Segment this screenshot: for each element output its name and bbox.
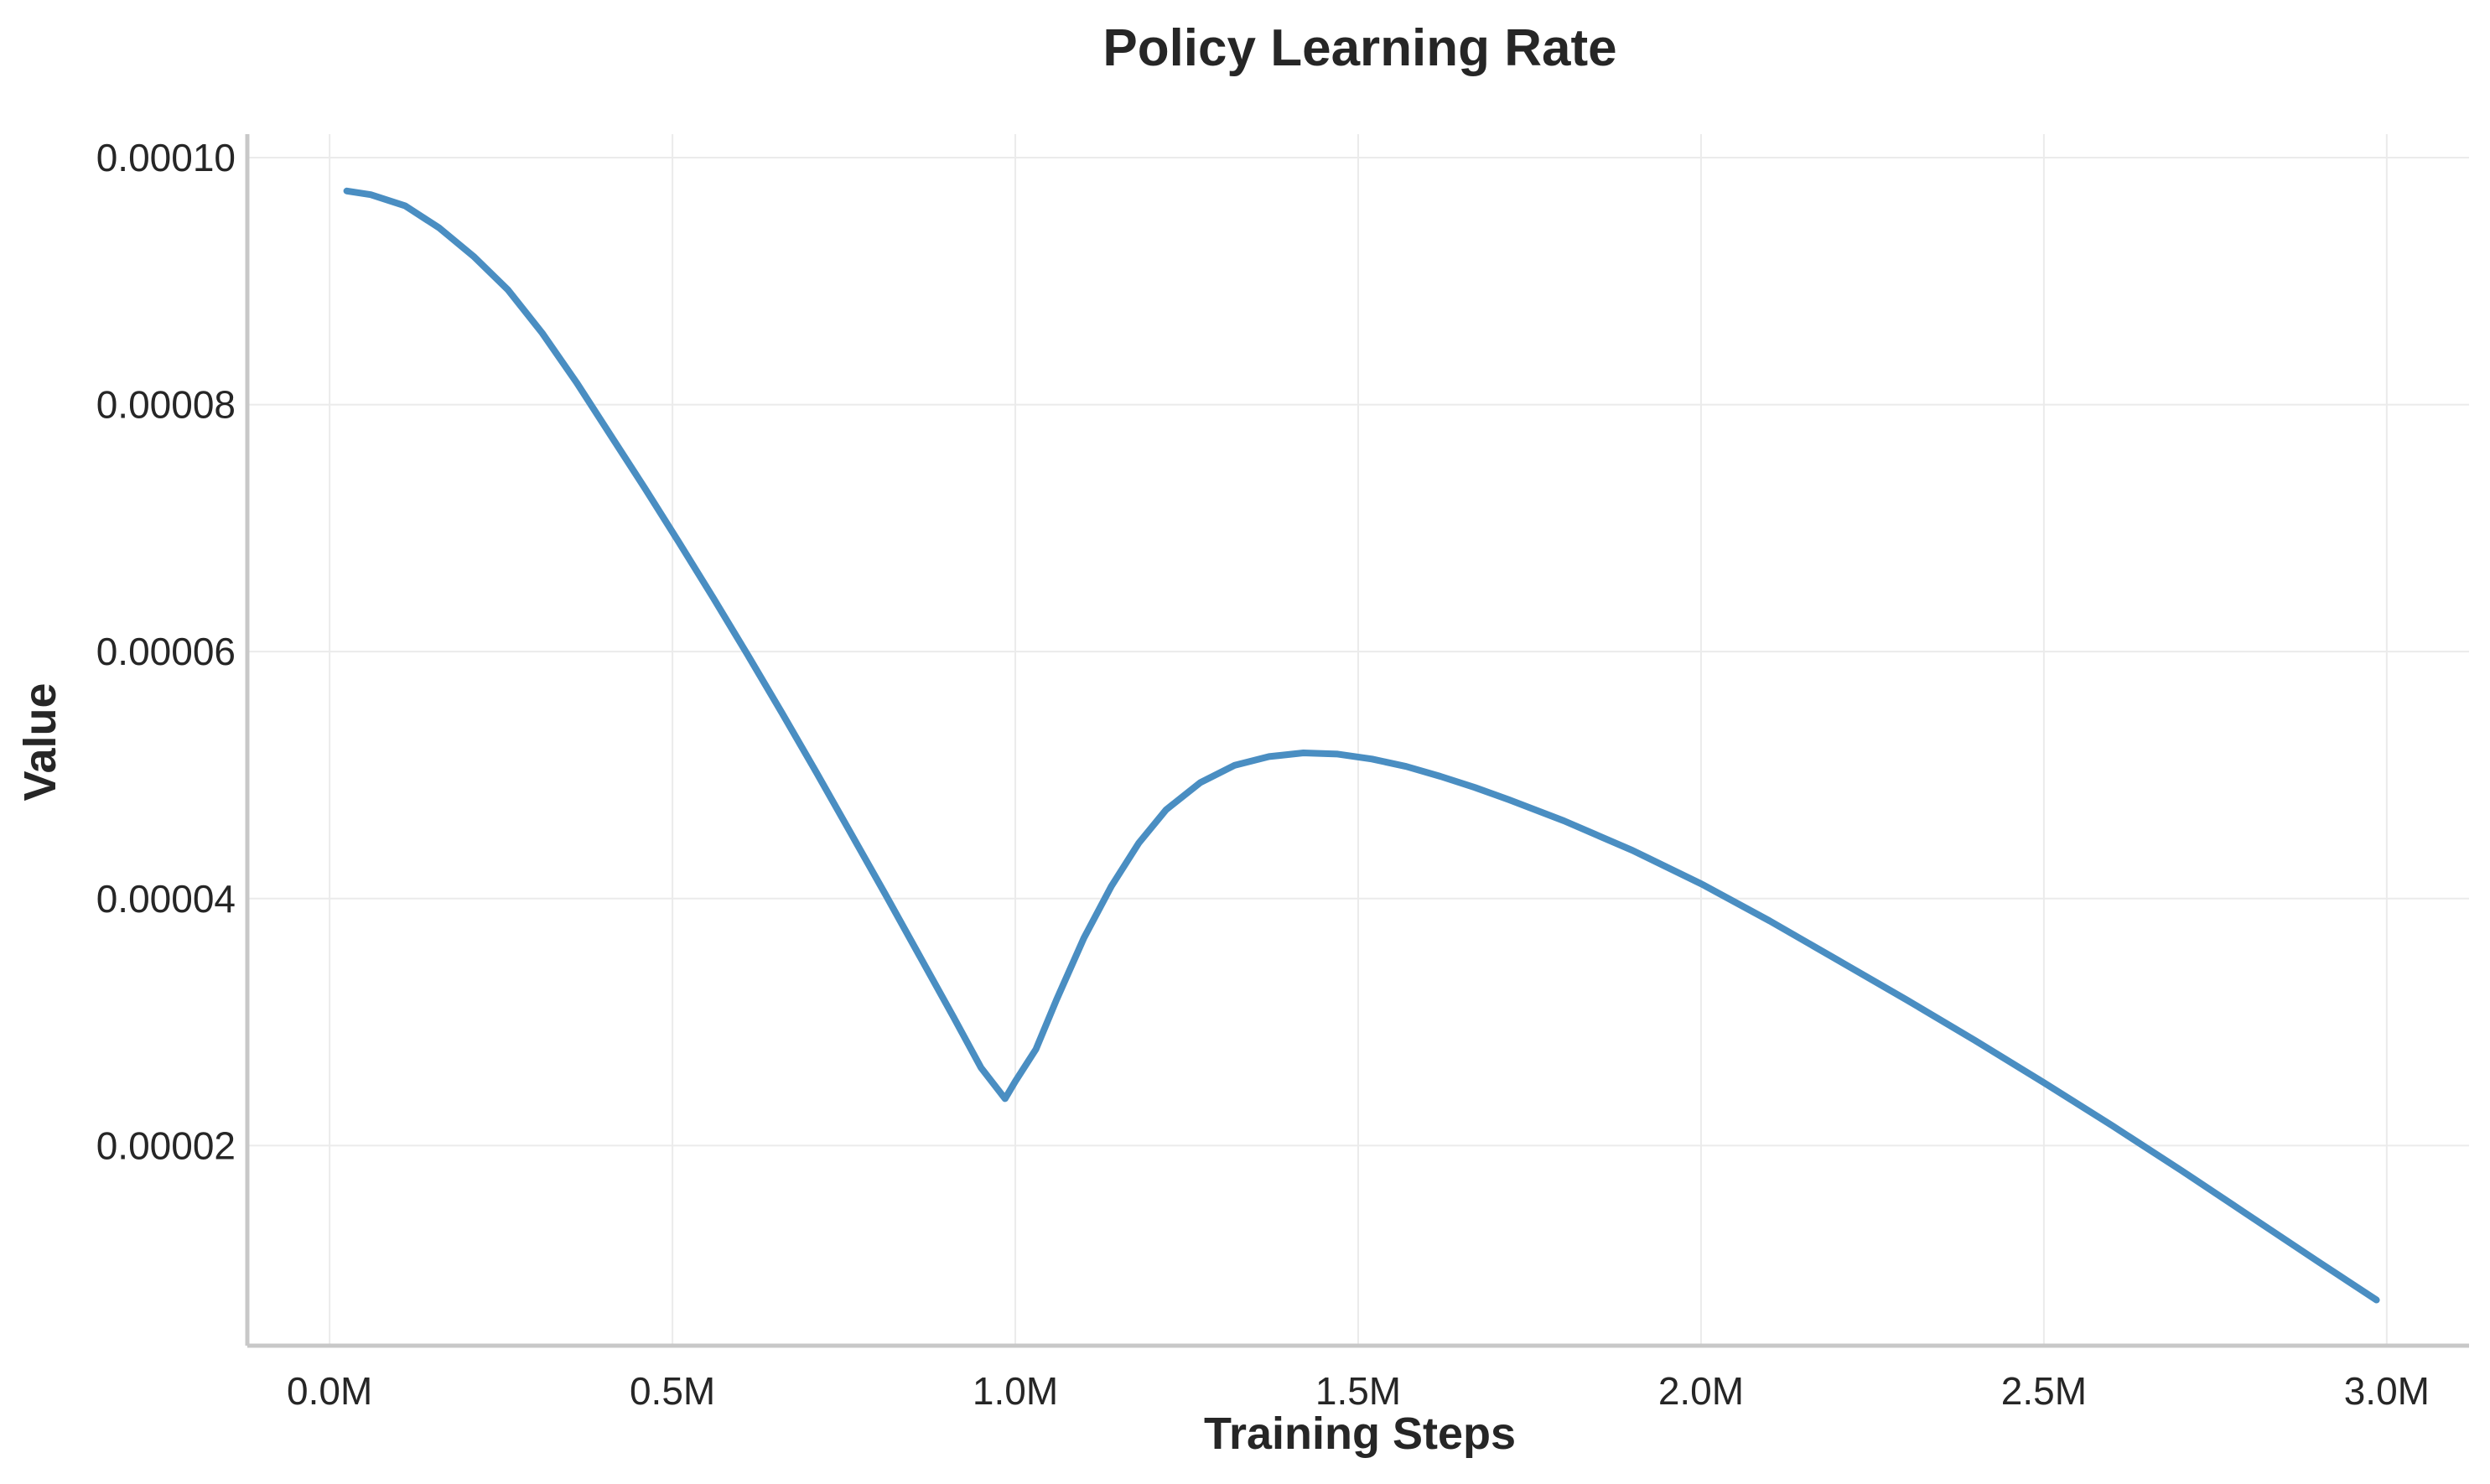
y-tick-label: 0.00006	[96, 630, 236, 673]
x-axis-label: Training Steps	[1204, 1409, 1516, 1459]
y-axis-ticks: 0.00002 0.00004 0.00006 0.00008 0.00010	[96, 136, 236, 1167]
y-axis-label: Value	[15, 682, 65, 801]
x-tick-label: 0.5M	[630, 1369, 715, 1413]
x-tick-label: 2.5M	[2001, 1369, 2087, 1413]
axes-spines	[245, 134, 2469, 1348]
grid	[247, 134, 2469, 1346]
x-tick-label: 1.0M	[973, 1369, 1058, 1413]
x-tick-label: 0.0M	[287, 1369, 372, 1413]
y-tick-label: 0.00004	[96, 877, 236, 921]
x-tick-label: 2.0M	[1658, 1369, 1744, 1413]
series-layer	[343, 187, 2380, 1304]
y-tick-label: 0.00002	[96, 1123, 236, 1167]
series-line-0	[343, 187, 2380, 1304]
x-tick-label: 1.5M	[1315, 1369, 1401, 1413]
x-tick-label: 3.0M	[2344, 1369, 2430, 1413]
y-tick-label: 0.00010	[96, 136, 236, 179]
y-tick-label: 0.00008	[96, 383, 236, 427]
x-axis-ticks: 0.0M 0.5M 1.0M 1.5M 2.0M 2.5M 3.0M	[287, 1369, 2430, 1413]
chart-title: Policy Learning Rate	[1102, 19, 1616, 77]
